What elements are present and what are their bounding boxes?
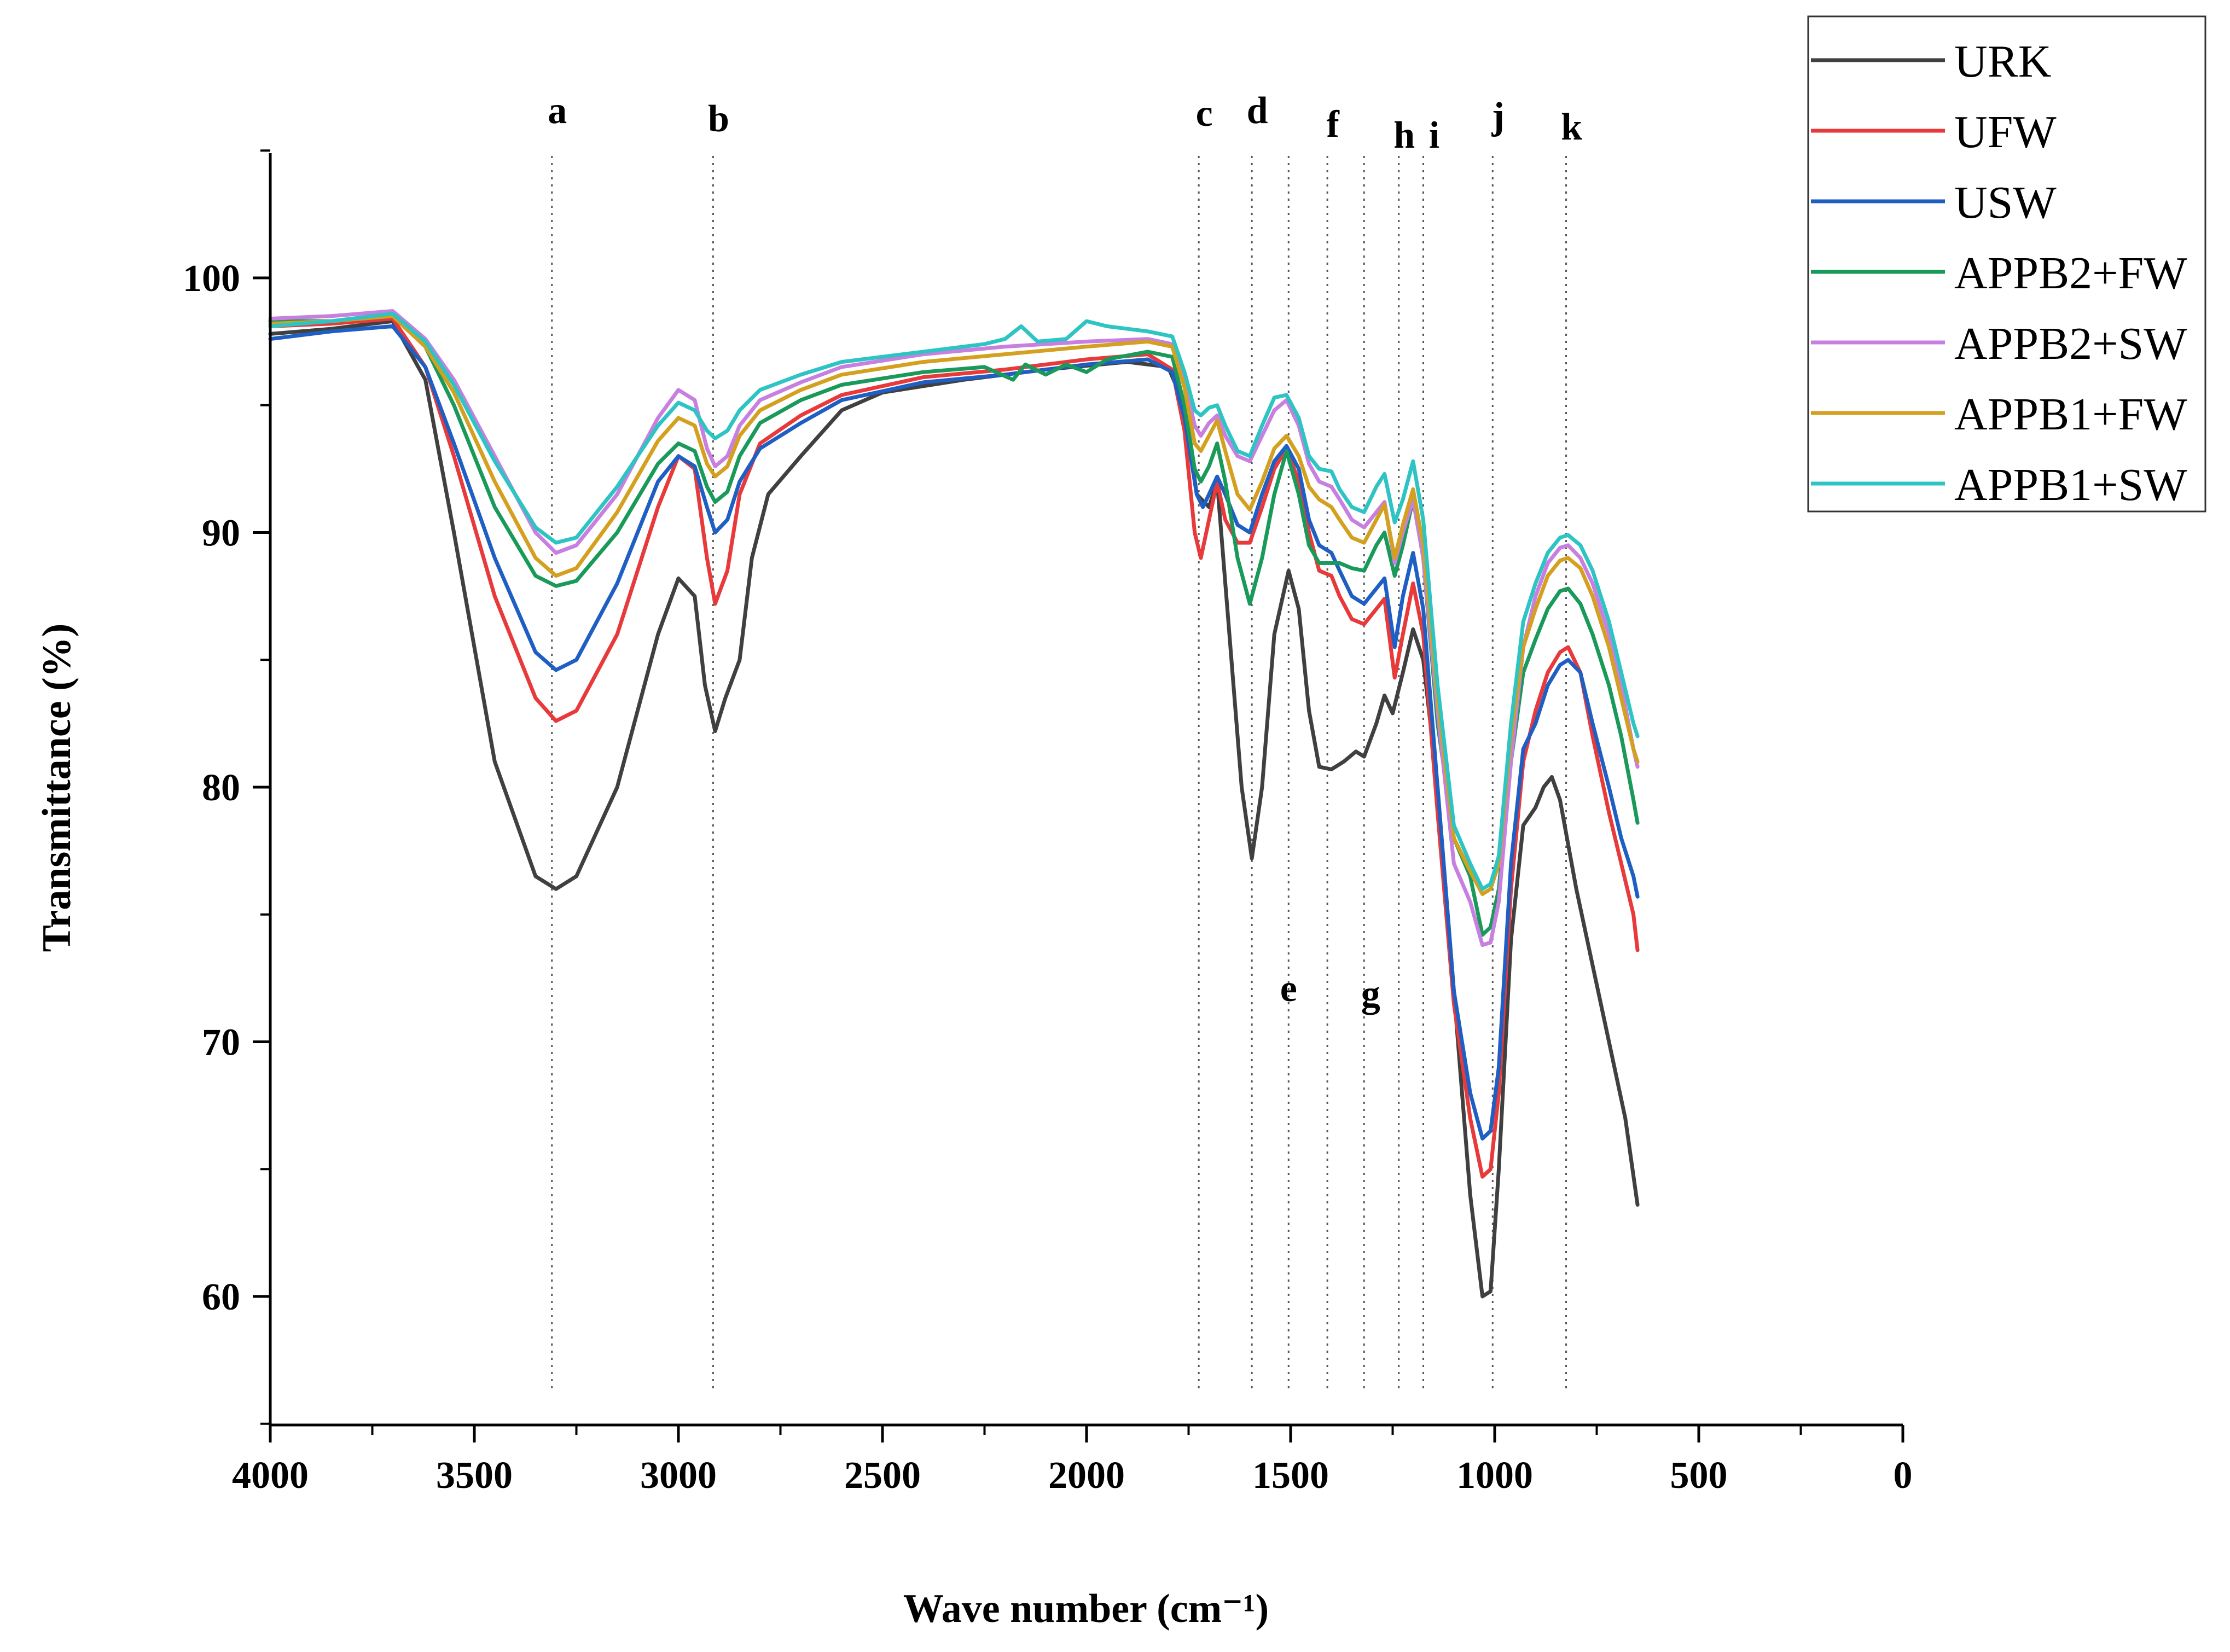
peak-label-k: k — [1561, 106, 1582, 148]
peak-label-c: c — [1196, 92, 1213, 135]
y-tick-label: 100 — [183, 258, 240, 300]
series-line-usw — [268, 324, 1640, 1141]
legend-label: USW — [1954, 177, 2057, 228]
peak-label-i: i — [1429, 114, 1439, 156]
x-tick-label: 2000 — [1048, 1455, 1125, 1497]
y-ticks: 60 70 80 90 100 — [183, 149, 270, 1425]
peak-label-h: h — [1393, 114, 1415, 156]
x-tick-label: 0 — [1894, 1455, 1913, 1497]
y-tick-label: 90 — [202, 513, 240, 555]
series-line-appb1-sw — [268, 311, 1640, 891]
axes — [269, 153, 1903, 1427]
peak-label-e: e — [1280, 968, 1297, 1010]
legend-label: APPB1+FW — [1954, 389, 2187, 440]
x-tick-label: 3000 — [640, 1455, 717, 1497]
peak-label-g: g — [1361, 973, 1380, 1015]
peak-labels: a b c d e f g h i j k — [548, 90, 1582, 1015]
x-tick-label: 2500 — [844, 1455, 921, 1497]
series-line-appb2-sw — [268, 309, 1640, 947]
x-ticks: 4000 3500 3000 2500 2000 1500 1000 500 0 — [232, 1425, 1913, 1497]
legend-label: UFW — [1954, 107, 2057, 158]
x-tick-label: 1500 — [1252, 1455, 1329, 1497]
peak-label-b: b — [708, 98, 729, 140]
legend: URK UFW USW APPB2+FW APPB2+SW APPB1+FW APPB1+S… — [1807, 15, 2206, 513]
y-tick-label: 80 — [202, 767, 240, 809]
legend-label: URK — [1954, 36, 2051, 87]
peak-label-j: j — [1491, 95, 1505, 137]
y-tick-label: 60 — [202, 1276, 240, 1318]
x-tick-label: 1000 — [1456, 1455, 1533, 1497]
legend-label: APPB2+FW — [1954, 248, 2187, 299]
series-line-urk — [268, 319, 1640, 1299]
legend-label: APPB2+SW — [1954, 318, 2187, 369]
x-axis-title: Wave number (cm⁻¹) — [903, 1586, 1269, 1631]
legend-label: APPB1+SW — [1954, 459, 2187, 510]
peak-label-f: f — [1326, 103, 1339, 146]
x-tick-label: 500 — [1670, 1455, 1728, 1497]
series-lines — [268, 309, 1640, 1299]
series-line-ufw — [268, 317, 1640, 1179]
peak-label-a: a — [548, 90, 567, 132]
legend-box — [1807, 15, 2206, 513]
y-tick-label: 70 — [202, 1022, 240, 1064]
peak-label-d: d — [1247, 90, 1268, 132]
y-axis-title: Transmittance (%) — [34, 624, 79, 952]
x-tick-label: 4000 — [232, 1455, 309, 1497]
x-tick-label: 3500 — [436, 1455, 513, 1497]
